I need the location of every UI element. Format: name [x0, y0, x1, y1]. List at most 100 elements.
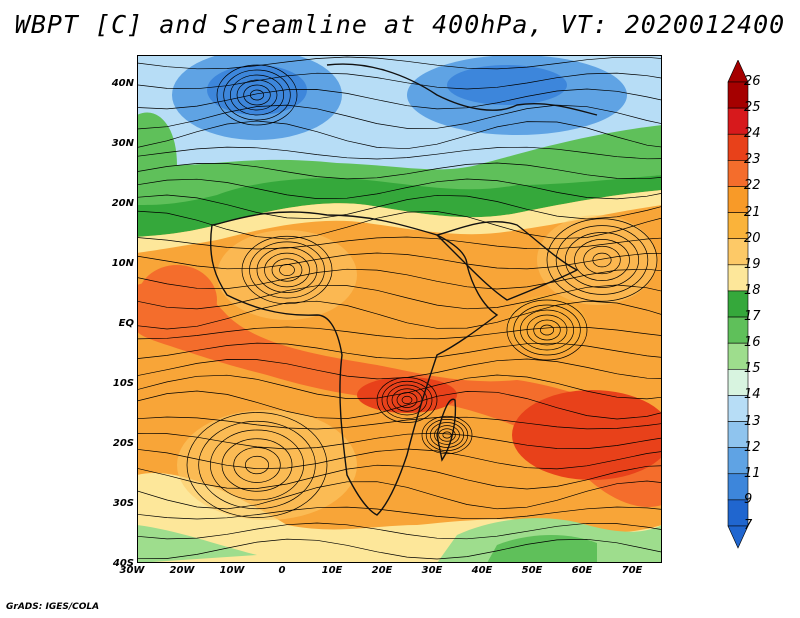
streamline-vortex [421, 415, 473, 455]
lon-label: 60E [571, 565, 593, 576]
map-frame [137, 55, 662, 563]
streamline-vortex [256, 247, 318, 293]
streamline-vortex [564, 232, 640, 288]
streamline [137, 390, 662, 420]
streamline-vortex [396, 392, 418, 408]
streamline [137, 120, 662, 150]
coastlines [210, 63, 598, 516]
lon-label: 20W [169, 565, 195, 576]
lat-label: 10S [112, 378, 134, 389]
streamlines [137, 56, 662, 560]
streamline-vortex [526, 314, 568, 346]
wbpt-streamline-map [137, 55, 662, 563]
streamline-vortex [546, 218, 658, 302]
high-west-africa [217, 230, 357, 320]
colorbar-label: 9 [744, 491, 753, 507]
yellow-band [137, 190, 662, 253]
colorbar-label: 22 [744, 178, 761, 194]
lon-label: 0 [278, 565, 286, 576]
streamline-vortex [539, 324, 555, 336]
madagascar-coastline [436, 398, 457, 462]
grads-credit: GrADS: IGES/COLA [6, 602, 100, 612]
lat-label: EQ [118, 318, 134, 329]
colorbar-label: 12 [744, 439, 761, 455]
streamline [137, 178, 662, 200]
lat-label: 40N [111, 78, 134, 89]
streamline-vortex [442, 431, 452, 439]
hot-core-east [512, 390, 662, 480]
blue-core-east [447, 65, 567, 105]
lon-label: 50E [521, 565, 543, 576]
streamline [137, 268, 662, 290]
colorbar-label: 14 [744, 387, 761, 403]
lon-label: 20E [371, 565, 393, 576]
streamline [137, 194, 662, 220]
lon-label: 30W [119, 565, 145, 576]
hot-core-central [357, 377, 457, 413]
streamline-vortex [249, 241, 325, 299]
streamline-vortex [386, 384, 428, 416]
streamline [137, 88, 662, 110]
streamline [137, 300, 662, 330]
streamline [137, 284, 662, 310]
streamline [137, 326, 662, 340]
streamline-vortex [264, 252, 310, 288]
streamline-vortex [401, 395, 413, 405]
streamline-vortex [519, 309, 575, 351]
streamline-vortex [209, 429, 305, 501]
colorbar-label: 20 [744, 230, 761, 246]
colorbar-label: 11 [744, 465, 761, 481]
streamline [137, 358, 662, 380]
map-title: WBPT [C] and Sreamline at 400hPa, VT: 20… [14, 10, 786, 39]
colorbar-label: 24 [744, 126, 761, 142]
streamline [137, 72, 662, 90]
streamline-vortex [249, 89, 265, 101]
south-atlantic-high [177, 410, 357, 520]
streamline [137, 464, 662, 490]
streamline [137, 252, 662, 270]
colorbar-label: 23 [744, 152, 761, 168]
lon-label: 30E [421, 565, 443, 576]
streamline-vortex [221, 438, 293, 492]
streamline-vortex [555, 225, 649, 295]
streamline [137, 146, 662, 160]
streamline [137, 210, 662, 240]
streamline [137, 506, 662, 520]
streamline [137, 448, 662, 470]
streamline-vortex [592, 252, 612, 268]
warm-core-west [137, 265, 217, 335]
lon-label: 10E [321, 565, 343, 576]
colorbar-label: 21 [744, 204, 761, 220]
streamline-vortex [186, 412, 328, 518]
colorbar-label: 26 [744, 74, 761, 89]
streamline-vortex [506, 299, 588, 361]
streamline-vortex [438, 428, 456, 442]
streamline [137, 342, 662, 360]
colorbar-label: 16 [744, 335, 761, 351]
streamline [137, 236, 662, 250]
lon-label: 10W [219, 565, 245, 576]
africa-coastline [210, 211, 499, 516]
colorbar-label: 7 [744, 518, 753, 533]
streamline [137, 104, 662, 130]
streamline-vortex [216, 64, 298, 126]
streamline-vortex [574, 239, 630, 281]
streamline-vortex [229, 74, 285, 116]
streamline-vortex [236, 79, 278, 111]
lon-label: 70E [621, 565, 643, 576]
europe-coastline [326, 63, 598, 116]
lat-label: 10N [111, 258, 134, 269]
streamline-vortex [376, 377, 438, 423]
colorbar-bottom-triangle [727, 525, 749, 549]
streamline-vortex [233, 447, 281, 483]
colorbar [727, 60, 749, 549]
streamline-vortex [533, 319, 561, 341]
streamline [137, 162, 662, 180]
streamline [137, 416, 662, 430]
streamline-vortex [198, 420, 316, 510]
streamline-vortex [244, 455, 270, 475]
streamline-vortex [434, 425, 460, 445]
streamline-vortex [279, 264, 295, 276]
green-band-dark [137, 175, 662, 237]
streamline [137, 432, 662, 450]
